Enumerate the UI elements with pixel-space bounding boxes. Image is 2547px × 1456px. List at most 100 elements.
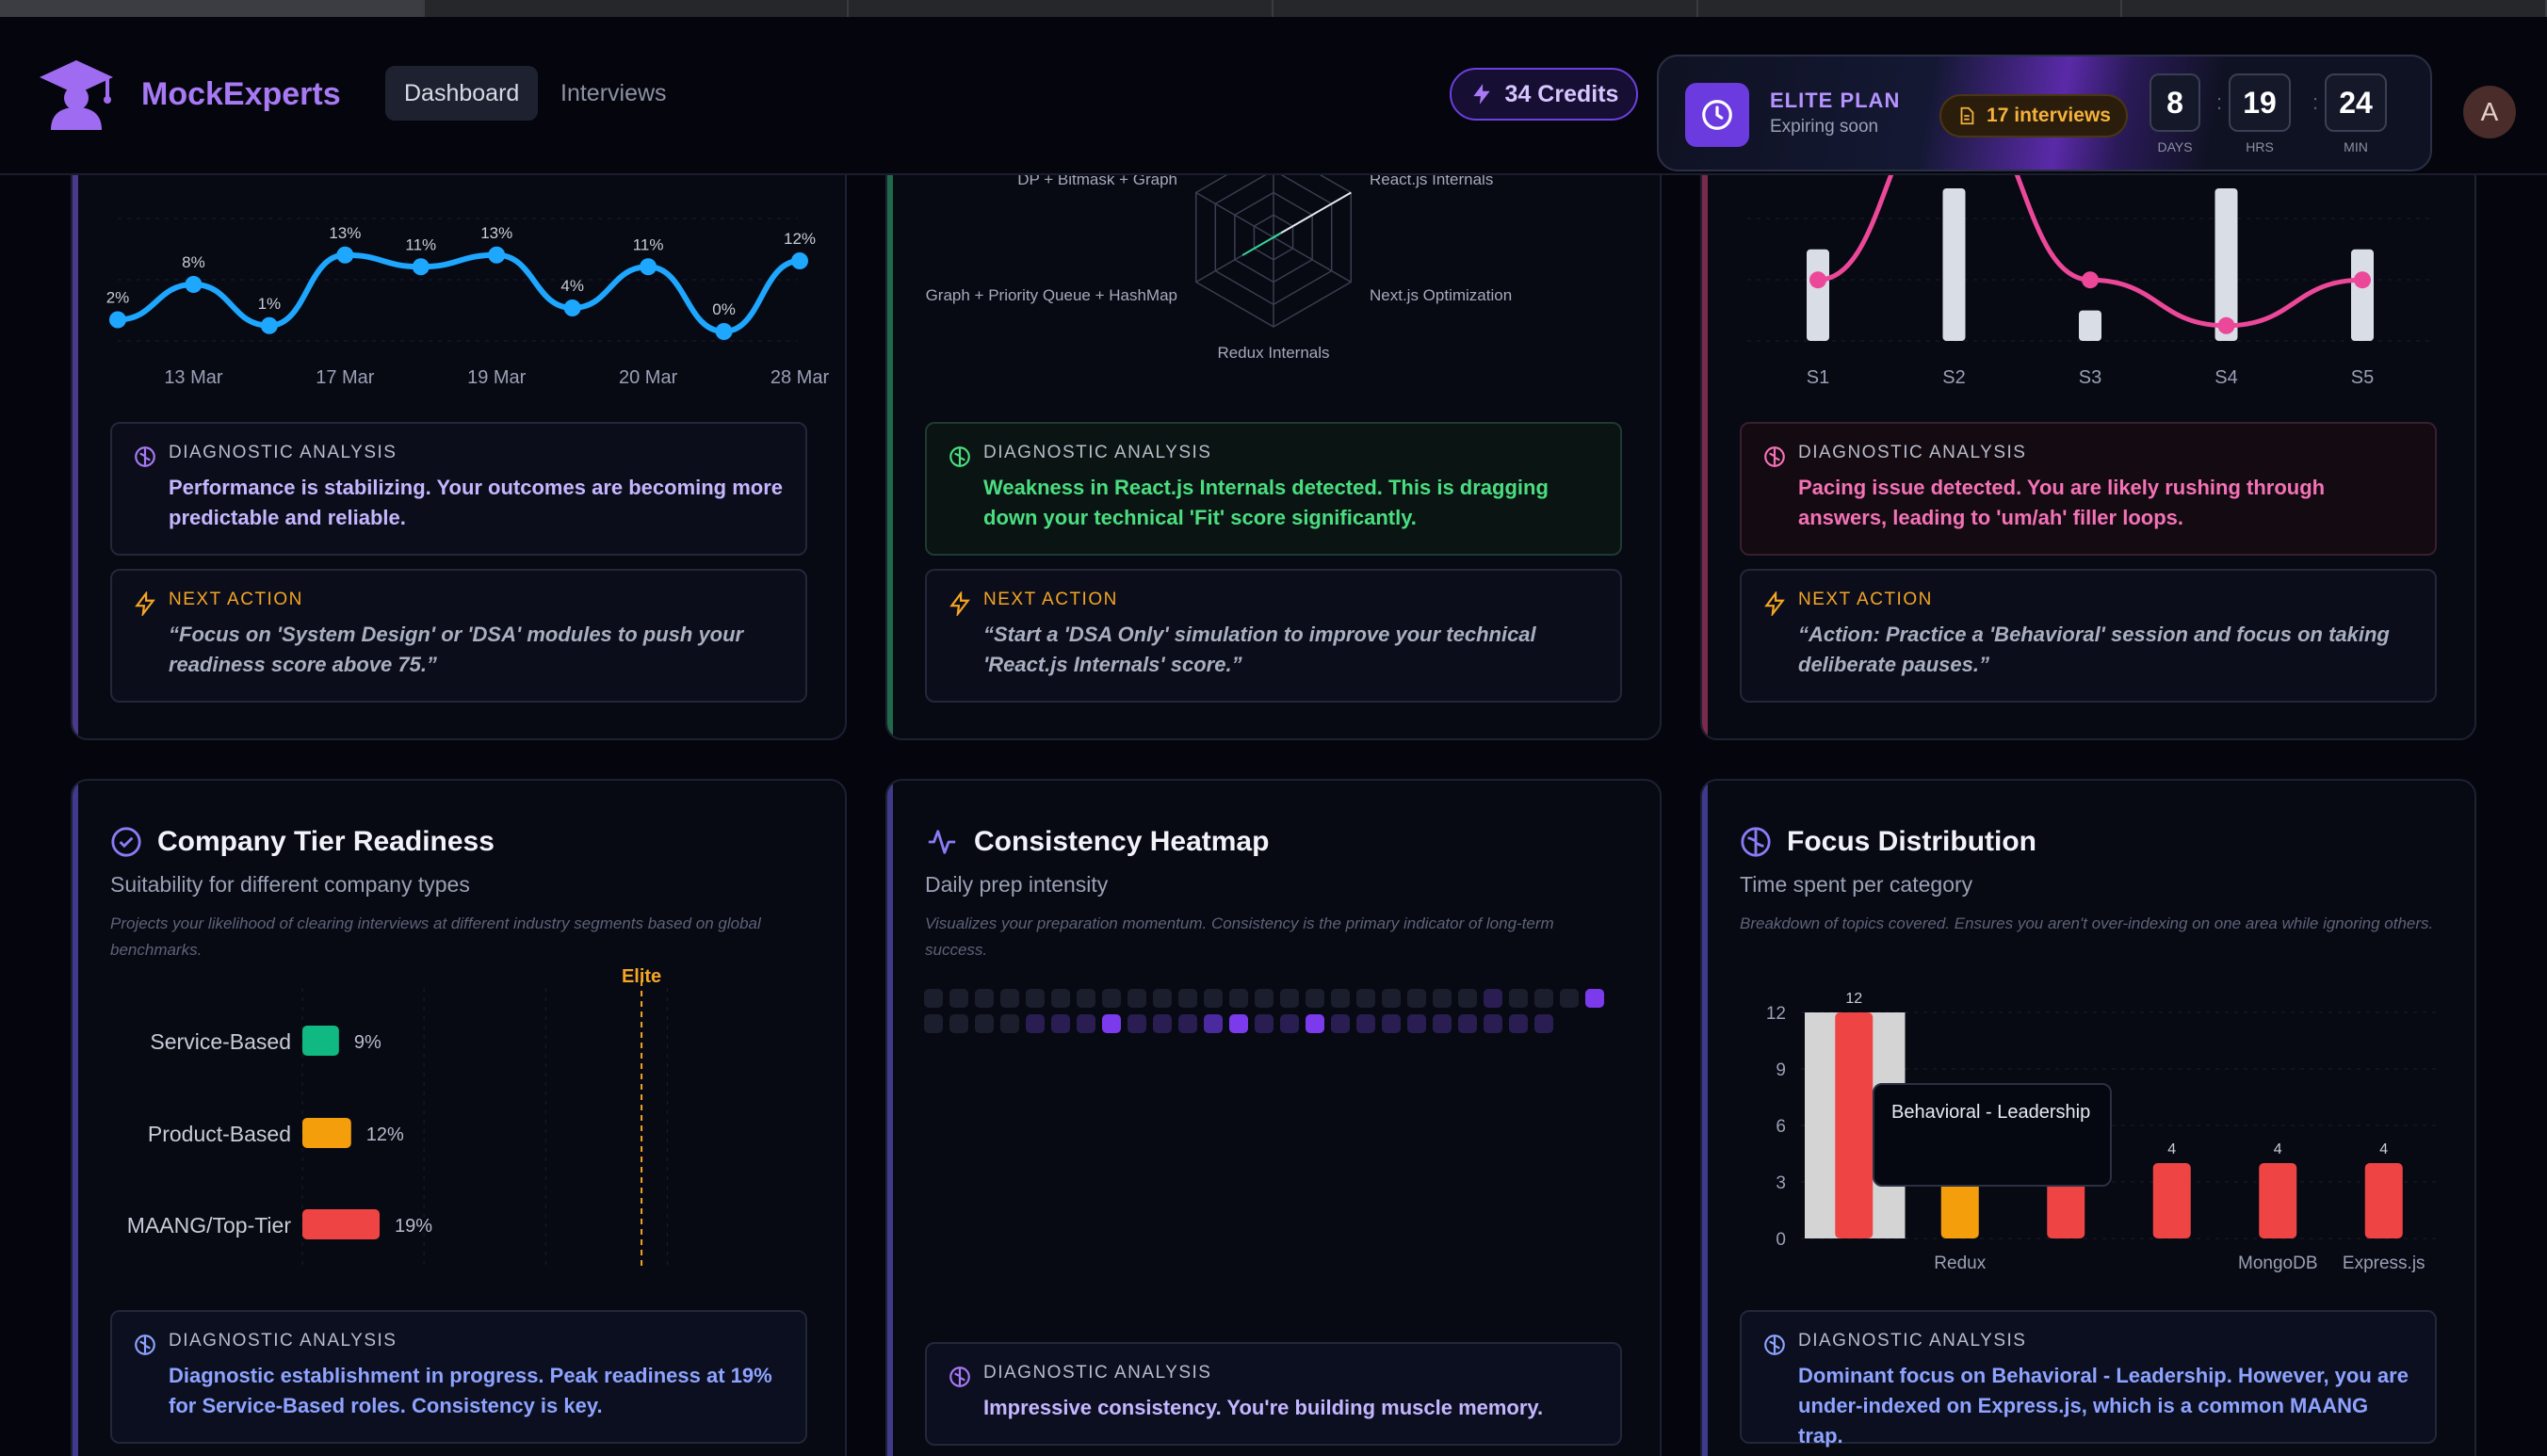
heatmap-cell[interactable] — [1229, 1014, 1248, 1033]
focus-bar[interactable] — [2259, 1163, 2297, 1238]
browser-tab[interactable] — [2122, 0, 2547, 17]
heatmap-cell[interactable] — [975, 989, 994, 1008]
heatmap-cell[interactable] — [1382, 1014, 1401, 1033]
heatmap-cell[interactable] — [1153, 1014, 1172, 1033]
heatmap-cell[interactable] — [1229, 989, 1248, 1008]
heatmap-cell[interactable] — [1102, 1014, 1121, 1033]
heatmap-cell[interactable] — [1077, 989, 1095, 1008]
heatmap-cell[interactable] — [1331, 1014, 1350, 1033]
heatmap-cell[interactable] — [1000, 1014, 1019, 1033]
heatmap-cell[interactable] — [1509, 1014, 1528, 1033]
heatmap-cell[interactable] — [1127, 989, 1146, 1008]
heatmap-cell[interactable] — [1102, 989, 1121, 1008]
heatmap-cell[interactable] — [1153, 989, 1172, 1008]
card-title: Consistency Heatmap — [925, 826, 1269, 858]
browser-tab[interactable] — [1698, 0, 2123, 17]
heatmap-cell[interactable] — [1127, 1014, 1146, 1033]
logo[interactable]: MockExperts — [38, 57, 341, 132]
focus-data-label: 4 — [2379, 1141, 2388, 1157]
heatmap-cell[interactable] — [1280, 1014, 1299, 1033]
trend-point[interactable] — [488, 246, 506, 264]
heatmap-cell[interactable] — [1407, 1014, 1426, 1033]
pacing-point[interactable] — [2082, 271, 2099, 289]
radar-axis-label: Redux Internals — [1217, 344, 1329, 362]
pacing-bar[interactable] — [1807, 249, 1829, 341]
heatmap-cell[interactable] — [1560, 989, 1579, 1008]
trend-point[interactable] — [336, 246, 354, 264]
trend-point[interactable] — [185, 276, 203, 293]
heatmap-cell[interactable] — [1433, 989, 1452, 1008]
heatmap-cell[interactable] — [1306, 1014, 1324, 1033]
focus-title: Focus Distribution — [1787, 826, 2036, 857]
heatmap-cell[interactable] — [975, 1014, 994, 1033]
heatmap-cell[interactable] — [1051, 989, 1070, 1008]
heatmap-cell[interactable] — [924, 989, 943, 1008]
focus-bar[interactable] — [2152, 1163, 2191, 1238]
pacing-point[interactable] — [1809, 271, 1826, 289]
heatmap-cell[interactable] — [1433, 1014, 1452, 1033]
heatmap-cell[interactable] — [1382, 989, 1401, 1008]
tier-bar[interactable] — [302, 1118, 351, 1148]
browser-tab[interactable] — [0, 0, 425, 17]
heatmap-cell[interactable] — [1000, 989, 1019, 1008]
avatar[interactable]: A — [2463, 86, 2516, 138]
heatmap-cell[interactable] — [1534, 1014, 1553, 1033]
browser-tab[interactable] — [1274, 0, 1698, 17]
trend-point[interactable] — [109, 311, 126, 329]
heatmap-cell[interactable] — [1356, 1014, 1375, 1033]
pacing-point[interactable] — [2217, 316, 2235, 334]
trend-point[interactable] — [412, 258, 430, 276]
credits-badge[interactable]: 34 Credits — [1450, 68, 1638, 121]
trend-point[interactable] — [715, 323, 733, 340]
tier-bar[interactable] — [302, 1209, 380, 1239]
tier-category-label: MAANG/Top-Tier — [127, 1213, 292, 1238]
heatmap-cell[interactable] — [1204, 989, 1223, 1008]
nav-interviews[interactable]: Interviews — [560, 80, 667, 106]
heatmap-cell[interactable] — [1484, 989, 1502, 1008]
plan-status: Expiring soon — [1770, 117, 1879, 137]
browser-tab[interactable] — [849, 0, 1274, 17]
pacing-point[interactable] — [2354, 271, 2371, 289]
tier-category-label: Product-Based — [148, 1122, 291, 1146]
heatmap-cell[interactable] — [1331, 989, 1350, 1008]
tier-subtitle: Suitability for different company types — [110, 872, 470, 897]
heatmap-cell[interactable] — [1051, 1014, 1070, 1033]
focus-bar[interactable] — [2364, 1163, 2403, 1238]
pacing-bar[interactable] — [2351, 249, 2374, 341]
trend-point[interactable] — [260, 316, 278, 334]
trend-point[interactable] — [791, 252, 808, 269]
heatmap-cell[interactable] — [1306, 989, 1324, 1008]
nav-dashboard[interactable]: Dashboard — [385, 66, 539, 121]
plan-widget[interactable]: ELITE PLAN Expiring soon 17 interviews 8… — [1657, 55, 2432, 171]
focus-data-label: 4 — [2274, 1141, 2282, 1157]
pacing-bar[interactable] — [2079, 310, 2101, 341]
heatmap-cell[interactable] — [1255, 1014, 1274, 1033]
focus-bar[interactable] — [1835, 1012, 1874, 1238]
browser-tab[interactable] — [425, 0, 850, 17]
heatmap-cell[interactable] — [1458, 1014, 1477, 1033]
heatmap-cell[interactable] — [1484, 1014, 1502, 1033]
heatmap-cell[interactable] — [1077, 1014, 1095, 1033]
heatmap-cell[interactable] — [1280, 989, 1299, 1008]
heatmap-cell[interactable] — [924, 1014, 943, 1033]
heatmap-cell[interactable] — [949, 989, 968, 1008]
pacing-bar[interactable] — [2214, 188, 2238, 341]
trend-point[interactable] — [563, 299, 581, 316]
heatmap-cell[interactable] — [1356, 989, 1375, 1008]
trend-point[interactable] — [640, 258, 657, 276]
heatmap-cell[interactable] — [1178, 1014, 1197, 1033]
heatmap-cell[interactable] — [1458, 989, 1477, 1008]
heatmap-cell[interactable] — [1407, 989, 1426, 1008]
heatmap-cell[interactable] — [1534, 989, 1553, 1008]
tier-bar[interactable] — [302, 1026, 339, 1056]
heatmap-cell[interactable] — [1585, 989, 1604, 1008]
heatmap-cell[interactable] — [1026, 989, 1045, 1008]
heatmap-cell[interactable] — [1255, 989, 1274, 1008]
heatmap-cell[interactable] — [1026, 1014, 1045, 1033]
heatmap-cell[interactable] — [949, 1014, 968, 1033]
heatmap-cell[interactable] — [1178, 989, 1197, 1008]
heatmap-row — [924, 1014, 1612, 1033]
heatmap-cell[interactable] — [1204, 1014, 1223, 1033]
pacing-bar[interactable] — [1942, 188, 1966, 341]
heatmap-cell[interactable] — [1509, 989, 1528, 1008]
